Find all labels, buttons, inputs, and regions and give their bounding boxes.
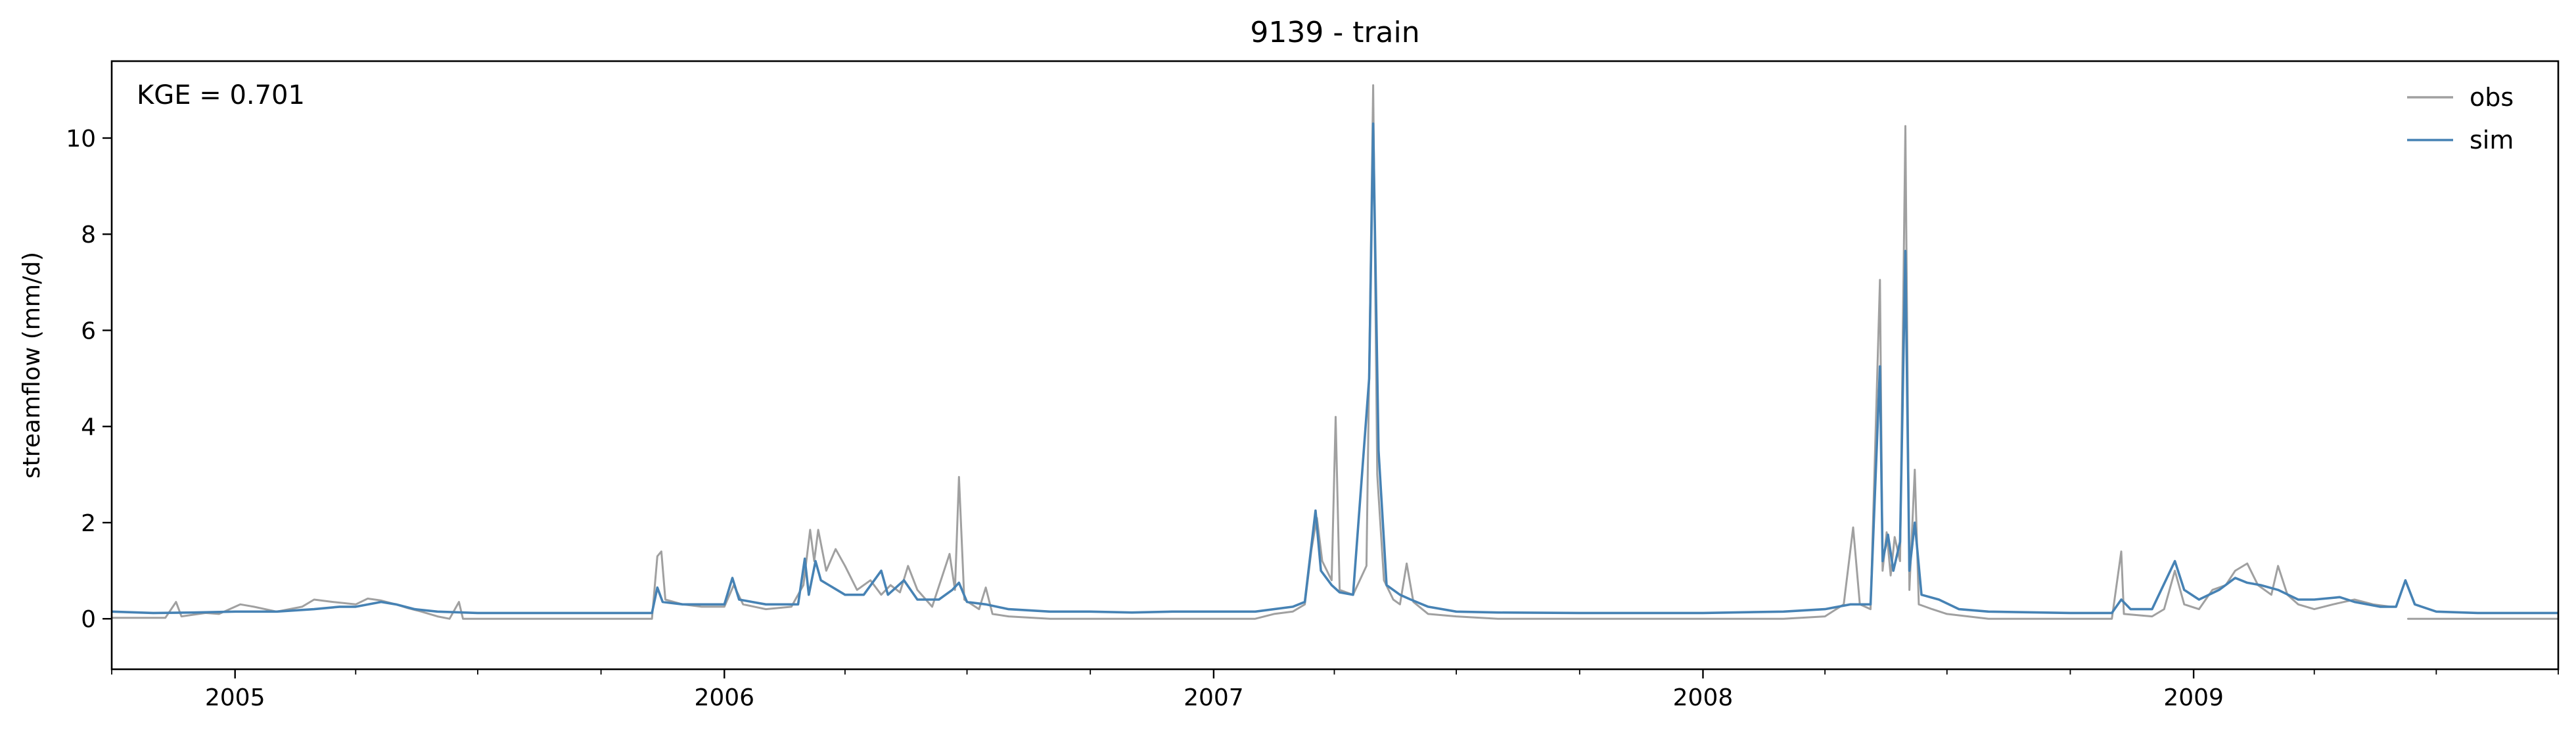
series-line-obs [112, 84, 2558, 620]
y-tick-label: 8 [81, 222, 96, 249]
y-tick-label: 0 [81, 606, 96, 633]
y-tick-label: 2 [81, 510, 96, 537]
y-tick-label: 6 [81, 318, 96, 344]
y-tick-label: 10 [66, 126, 96, 153]
y-axis: 0 2 4 6 8 10 [66, 126, 112, 633]
x-tick-label: 2005 [205, 684, 265, 711]
kge-annotation: KGE = 0.701 [137, 80, 305, 110]
chart-title: 9139 - train [1250, 16, 1419, 49]
y-axis-title: streamflow (mm/d) [18, 252, 45, 479]
plot-area [110, 60, 2560, 671]
legend-label-obs: obs [2470, 83, 2514, 112]
plot-background [112, 61, 2558, 669]
x-axis: 2005 2006 2007 2008 2009 [111, 669, 2559, 711]
y-tick-label: 4 [81, 414, 96, 441]
series-layer [112, 84, 2558, 620]
x-tick-label: 2009 [2163, 684, 2224, 711]
legend-label-sim: sim [2470, 126, 2514, 154]
plot-frame [110, 60, 2560, 671]
legend: obs sim [2407, 83, 2514, 154]
x-tick-label: 2008 [1673, 684, 1734, 711]
series-line-sim [112, 122, 2558, 615]
x-tick-label: 2007 [1184, 684, 1244, 711]
x-tick-label: 2006 [694, 684, 754, 711]
